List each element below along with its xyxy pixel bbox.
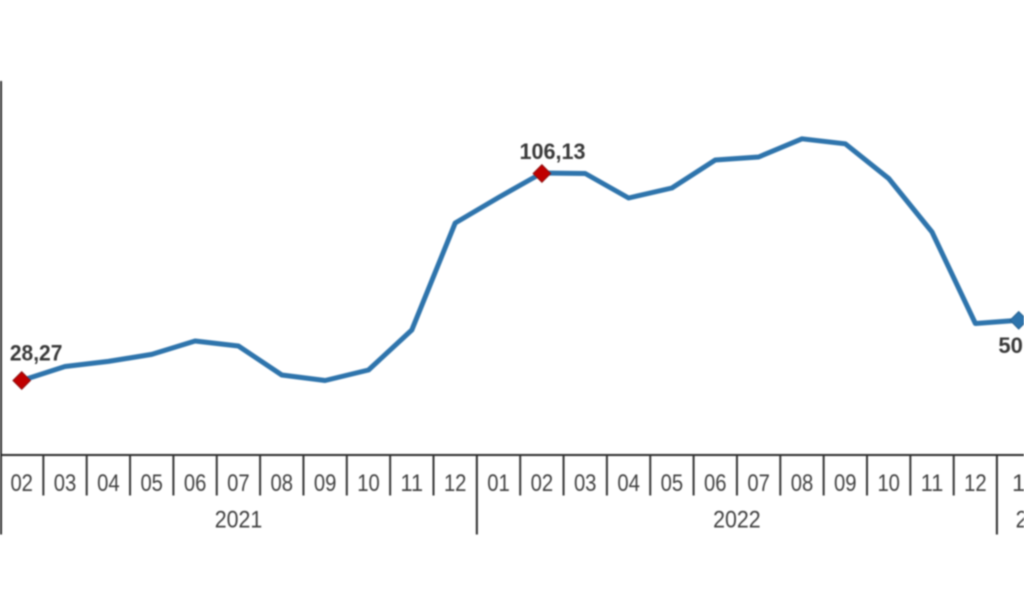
svg-text:04: 04 xyxy=(617,470,640,497)
svg-text:08: 08 xyxy=(271,470,294,497)
svg-text:01: 01 xyxy=(487,470,510,497)
svg-text:12: 12 xyxy=(964,470,987,497)
svg-text:07: 07 xyxy=(227,470,250,497)
svg-text:06: 06 xyxy=(184,470,207,497)
svg-text:07: 07 xyxy=(747,470,770,497)
svg-text:106,13: 106,13 xyxy=(520,139,586,164)
svg-text:2021: 2021 xyxy=(215,507,263,534)
svg-text:12: 12 xyxy=(444,470,467,497)
svg-text:02: 02 xyxy=(531,470,554,497)
svg-text:09: 09 xyxy=(834,470,857,497)
svg-text:06: 06 xyxy=(704,470,727,497)
svg-text:50,79: 50,79 xyxy=(998,333,1024,358)
svg-text:04: 04 xyxy=(97,470,120,497)
svg-text:2022: 2022 xyxy=(713,507,761,534)
svg-text:28,27: 28,27 xyxy=(10,340,63,365)
svg-text:10: 10 xyxy=(877,470,900,497)
svg-text:03: 03 xyxy=(54,470,77,497)
svg-text:2023: 2023 xyxy=(1016,507,1024,534)
svg-text:11: 11 xyxy=(401,470,424,497)
svg-text:05: 05 xyxy=(661,470,684,497)
svg-text:09: 09 xyxy=(314,470,337,497)
svg-text:08: 08 xyxy=(791,470,814,497)
svg-text:1: 1 xyxy=(1012,470,1024,497)
svg-text:05: 05 xyxy=(140,470,163,497)
svg-text:03: 03 xyxy=(574,470,597,497)
svg-text:11: 11 xyxy=(921,470,944,497)
svg-text:10: 10 xyxy=(357,470,380,497)
svg-text:02: 02 xyxy=(10,470,33,497)
